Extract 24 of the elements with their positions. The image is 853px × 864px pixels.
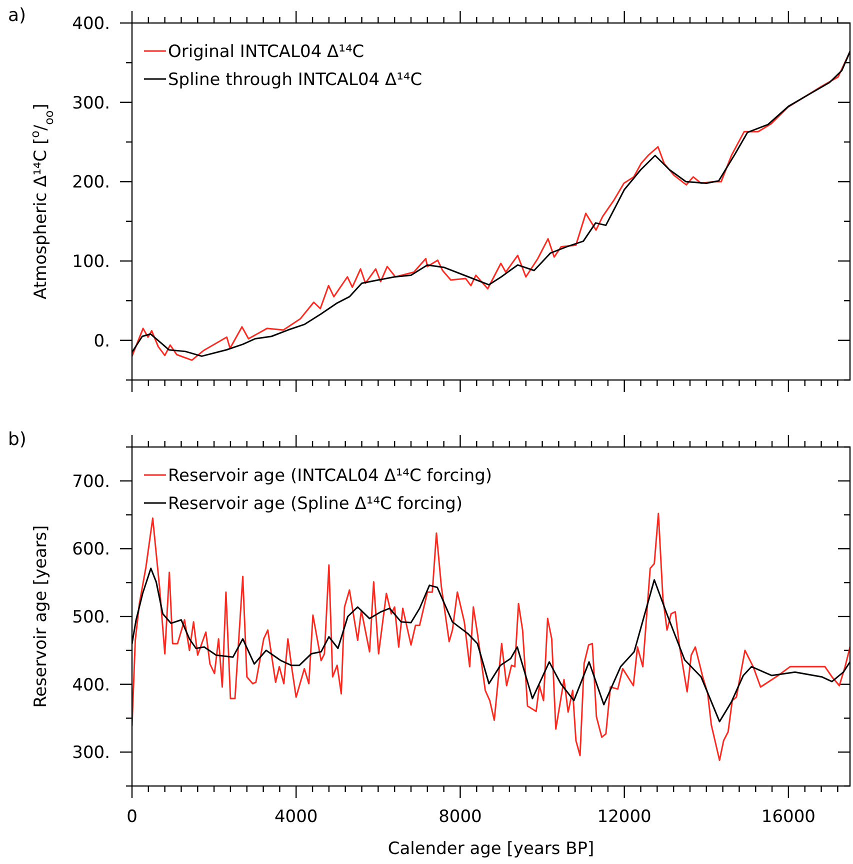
text: b) xyxy=(8,429,26,450)
y-tick-label: 100. xyxy=(72,252,110,272)
x-tick-label: 0 xyxy=(126,807,138,827)
x-tick-label: 16000 xyxy=(761,807,816,827)
x-axis-title: Calender age [years BP] xyxy=(388,839,594,859)
y-tick-label: 0. xyxy=(94,331,110,352)
y-axis-title: Reservoir age [years] xyxy=(31,525,51,708)
y-tick-label: 300. xyxy=(72,743,110,764)
x-tick-label: 12000 xyxy=(597,807,652,827)
y-tick-label: 300. xyxy=(72,93,110,114)
legend-label: Reservoir age (Spline Δ¹⁴C forcing) xyxy=(168,494,463,514)
x-tick-label: 8000 xyxy=(438,807,482,827)
x-tick-label: 4000 xyxy=(274,807,318,827)
legend-label: Original INTCAL04 Δ¹⁴C xyxy=(168,42,364,62)
y-tick-label: 400. xyxy=(72,14,110,34)
y-tick-label: 700. xyxy=(72,472,110,492)
y-tick-label: 200. xyxy=(72,172,110,193)
y-tick-label: 600. xyxy=(72,540,110,560)
line-series xyxy=(132,512,850,761)
y-tick-label: 500. xyxy=(72,607,110,628)
text: a) xyxy=(8,5,26,26)
y-tick-label: 400. xyxy=(72,675,110,696)
legend-label: Reservoir age (INTCAL04 Δ¹⁴C forcing) xyxy=(168,466,492,486)
legend-label: Spline through INTCAL04 Δ¹⁴C xyxy=(168,70,422,90)
